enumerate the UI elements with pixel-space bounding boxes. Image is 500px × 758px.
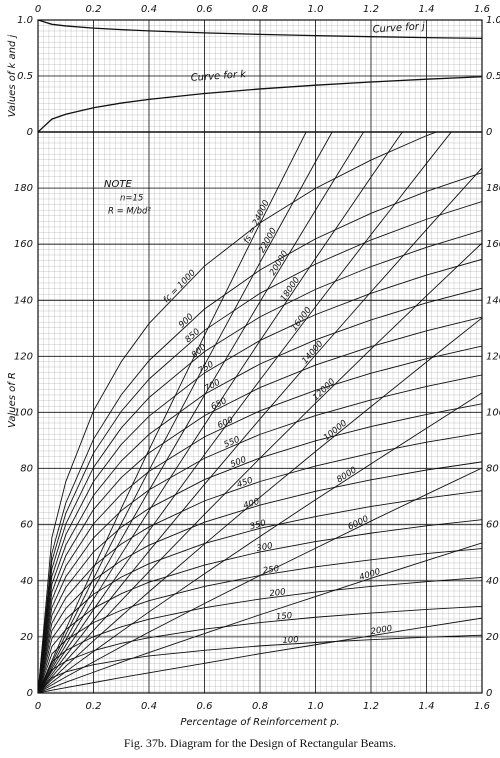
y-tick-label: 1.0 <box>486 15 500 26</box>
y-tick-label: 40 <box>486 576 499 587</box>
curve <box>38 132 452 693</box>
curve <box>38 167 482 693</box>
x-tick-label: 1.4 <box>419 701 435 712</box>
plot-area <box>38 20 482 132</box>
curve <box>38 374 482 693</box>
curve <box>38 605 482 693</box>
x-tick-label: 0.8 <box>252 4 268 15</box>
curve <box>38 345 482 693</box>
y-axis-label: Values of R <box>7 372 18 428</box>
y-tick-label: 0 <box>27 688 33 699</box>
y-tick-label: 60 <box>486 520 499 531</box>
y-tick-label: 80 <box>20 464 33 475</box>
curve-label: Curve for k <box>190 69 247 84</box>
curve <box>38 392 482 693</box>
y-tick-label: 40 <box>20 576 33 587</box>
x-tick-label: 1.0 <box>308 701 324 712</box>
y-tick-label: 180 <box>486 183 500 194</box>
curve-label: 250 <box>262 564 280 576</box>
curve <box>38 172 482 693</box>
y-tick-label: 100 <box>486 408 500 419</box>
curve <box>38 467 482 693</box>
curve <box>38 230 482 693</box>
y-tick-label: 140 <box>486 295 500 306</box>
y-tick-label: 180 <box>14 183 33 194</box>
curve <box>38 132 307 693</box>
y-tick-label: 0 <box>486 688 492 699</box>
y-tick-label: 20 <box>486 632 499 643</box>
x-tick-label: 0.2 <box>86 701 102 712</box>
y-tick-label: 80 <box>486 464 499 475</box>
curve <box>38 132 438 693</box>
x-tick-label: 1.6 <box>474 4 490 15</box>
curve <box>38 132 403 693</box>
x-tick-label: 1.2 <box>363 701 379 712</box>
x-tick-label: 0.4 <box>141 701 157 712</box>
curve <box>38 20 482 40</box>
y-tick-label: 0 <box>486 127 492 138</box>
curve <box>38 287 482 693</box>
x-tick-label: 0 <box>35 4 41 15</box>
caption: Fig. 37b. Diagram for the Design of Rect… <box>124 736 396 750</box>
curve <box>38 403 482 693</box>
curve-label: Curve for j <box>372 21 425 36</box>
curve-label: 150 <box>276 611 293 623</box>
curve <box>38 258 482 693</box>
x-tick-label: 0.4 <box>141 4 157 15</box>
x-tick-label: 0 <box>35 701 41 712</box>
plot-area <box>38 132 482 693</box>
y-tick-label: 1.0 <box>17 15 33 26</box>
x-tick-label: 0.2 <box>86 4 102 15</box>
curve <box>38 201 482 693</box>
curve-label: 2000 <box>370 624 393 637</box>
y-tick-label: 120 <box>14 351 33 362</box>
y-tick-label: 160 <box>14 239 33 250</box>
y-tick-label: 20 <box>20 632 33 643</box>
curve <box>38 317 482 693</box>
y-tick-label: 0.5 <box>486 71 500 82</box>
curve <box>38 432 482 693</box>
x-tick-label: 1.2 <box>363 4 379 15</box>
note-title: NOTE <box>104 179 132 190</box>
curve <box>38 542 482 693</box>
x-tick-label: 1.4 <box>419 4 435 15</box>
y-tick-label: 140 <box>14 295 33 306</box>
curve <box>38 76 482 132</box>
curve-label: 400 <box>242 497 260 511</box>
curve <box>38 316 482 693</box>
curve <box>38 519 482 693</box>
curve <box>38 617 482 693</box>
x-tick-label: 1.0 <box>308 4 324 15</box>
y-tick-label: 60 <box>20 520 33 531</box>
curve <box>38 132 365 693</box>
curve <box>38 490 482 693</box>
curve-label: 300 <box>256 541 274 554</box>
curve-label: 100 <box>282 635 299 646</box>
curve <box>38 548 482 693</box>
x-tick-label: 1.6 <box>474 701 490 712</box>
x-axis-label: Percentage of Reinforcement p. <box>180 717 339 728</box>
y-tick-label: 0.5 <box>17 71 33 82</box>
note-formula: R = M/bd² <box>108 207 151 217</box>
curve-label: 350 <box>249 518 267 532</box>
y-tick-label: 120 <box>486 351 500 362</box>
curve <box>38 576 482 693</box>
x-tick-label: 0.8 <box>252 701 268 712</box>
y-axis-label: Values of k and j <box>7 35 18 118</box>
y-tick-label: 0 <box>27 127 33 138</box>
y-tick-label: 160 <box>486 239 500 250</box>
note-n: n=15 <box>120 194 143 204</box>
curve <box>38 461 482 693</box>
y-tick-label: 100 <box>14 408 33 419</box>
curve <box>38 132 333 693</box>
curve-label: 200 <box>269 587 286 599</box>
x-tick-label: 0.6 <box>197 4 213 15</box>
curve <box>38 242 482 693</box>
x-tick-label: 0.6 <box>197 701 213 712</box>
